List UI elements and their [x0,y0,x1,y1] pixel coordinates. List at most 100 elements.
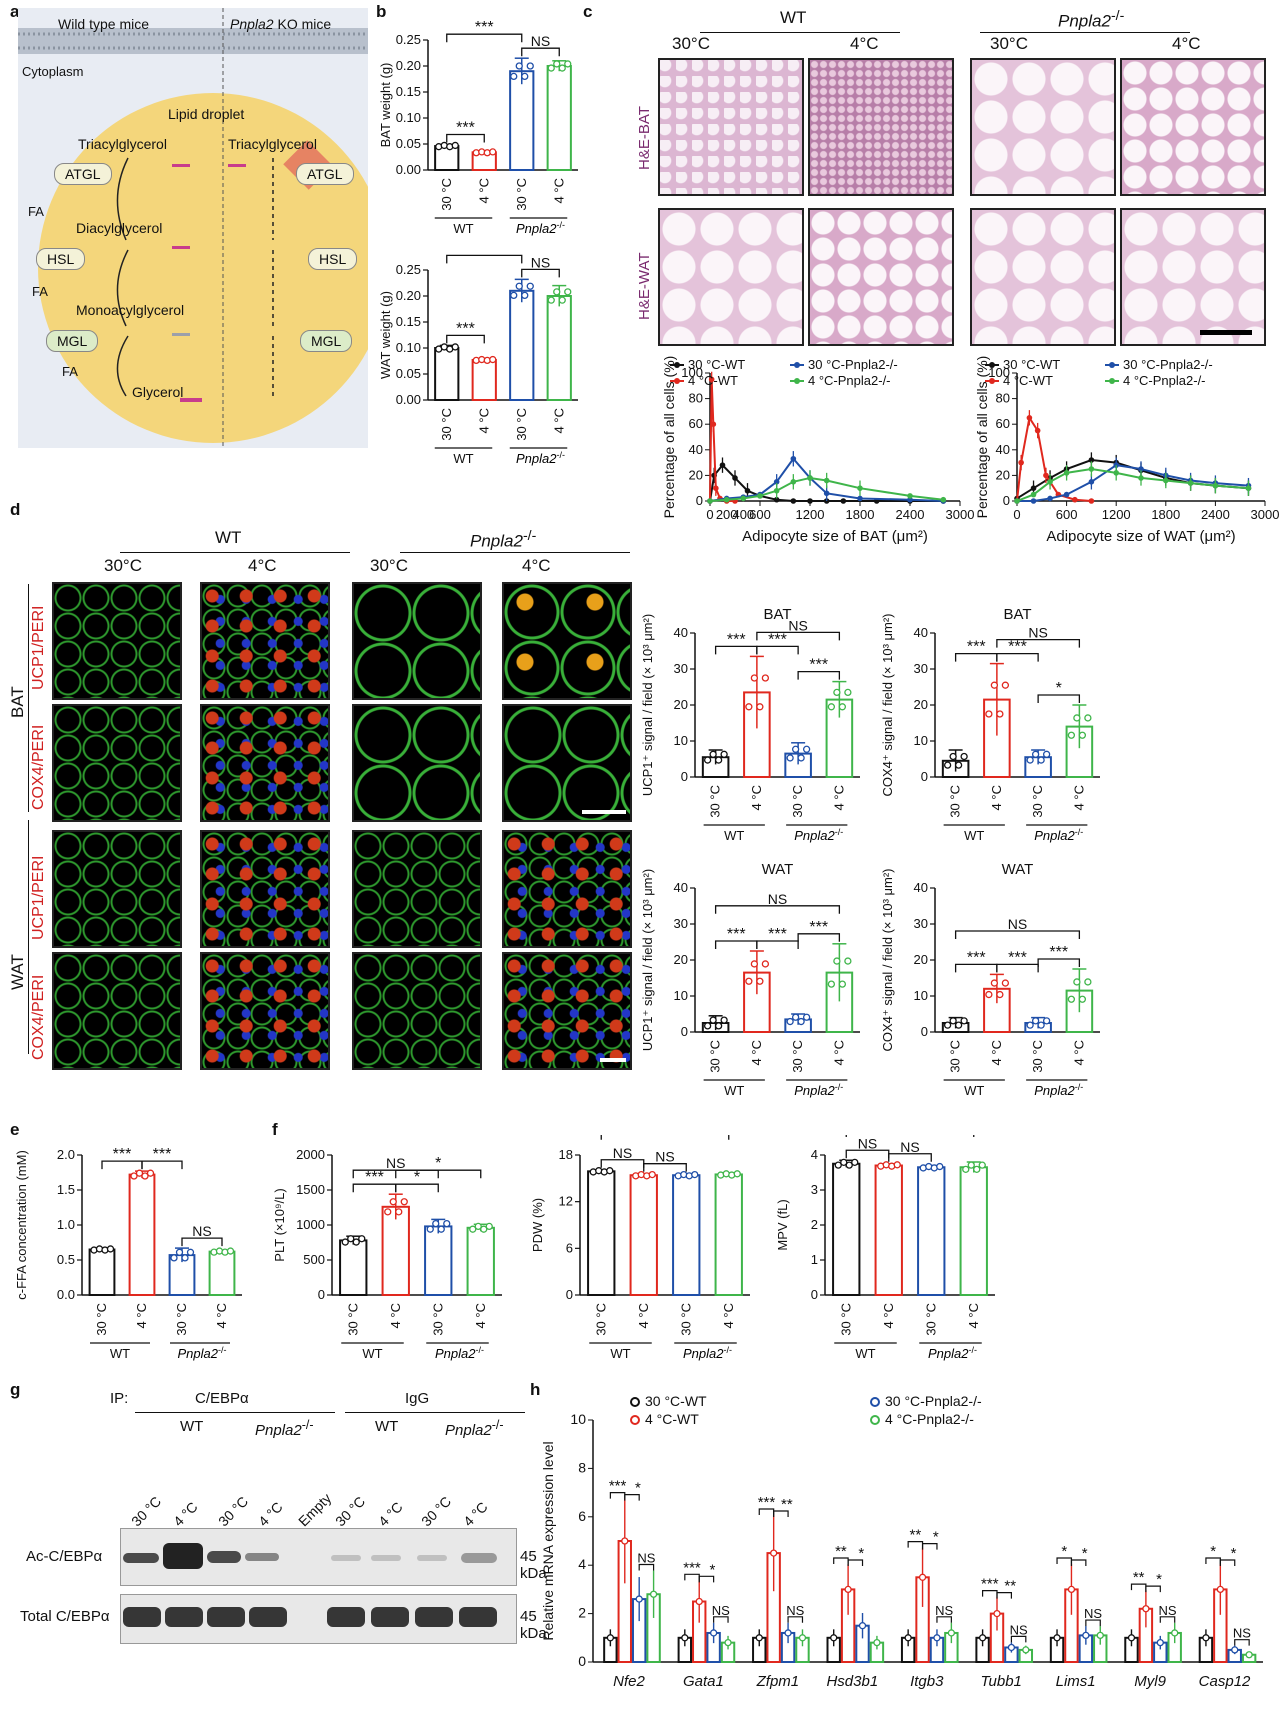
data-point [745,977,753,985]
group-label-wt: WT [855,1346,875,1361]
y-axis-label: Percentage of all cells (%) [661,356,677,519]
y-tick-label: 30 [914,916,928,931]
data-point [833,957,841,965]
y-axis-label: PDW (%) [530,1198,545,1252]
y-tick-label: 0 [696,493,703,508]
bar [381,1205,410,1296]
y-tick-label: 40 [996,442,1010,457]
category-label: Myl9 [1134,1673,1166,1690]
y-tick-label: 18 [559,1147,573,1162]
category-label: Hsd3b1 [826,1673,878,1690]
y-tick-label: 100 [681,365,703,380]
c-t4-wt: 4°C [850,34,879,53]
y-tick-label: 0.25 [396,262,421,277]
x-tick-label: 600 [1056,507,1078,522]
data-point [1031,750,1040,758]
panel-letter-h: h [530,1380,541,1399]
panel-d-header: WT Pnpla2-/- 30°C 4°C 30°C 4°C [60,528,640,600]
y-tick-label: 40 [674,625,688,640]
sig-label: NS [1233,1626,1251,1641]
chart-title: BAT [1003,606,1031,623]
data-point [437,1225,445,1233]
x-tick-label-minor: 400 [732,507,754,522]
x-tick-label: 30 °C [708,1040,723,1073]
c-ko-label: Pnpla2-/- [1058,8,1125,31]
d-ko-label: Pnpla2-/- [470,528,537,551]
y-tick-label: 0 [921,769,928,784]
sig-label: NS [858,1135,877,1151]
y-tick-label: 0.20 [396,58,421,73]
data-point [553,60,561,68]
y-tick-label: 2 [811,1217,818,1232]
sig-label: *** [967,639,986,656]
data-point [558,296,566,304]
data-point [893,1161,901,1169]
data-point [489,148,497,156]
x-tick-label: 30 °C [790,785,805,818]
group-label-ko: Pnpla2-/- [516,450,565,466]
data-point [175,1248,184,1256]
x-tick-label: 4 °C [476,178,491,203]
sig-label: *** [727,631,746,648]
x-tick-label: 4 °C [881,1303,896,1328]
he-wat-ko-4 [1120,208,1266,346]
data-point [1202,1634,1210,1642]
data-point [352,1238,360,1246]
legend-entry: 30 °C-WT [645,1393,707,1409]
legend-dot [989,378,995,384]
data-point [1078,731,1087,739]
data-point [547,296,555,304]
sig-label: *** [683,1559,701,1576]
bar [546,65,572,171]
if-bat-ucp1-ko30 [352,582,482,700]
data-point [1037,1021,1045,1029]
sig-label: * [710,1561,716,1578]
group-label-ko: Pnpla2-/- [683,1345,732,1361]
group-label-ko: Pnpla2-/- [516,220,565,236]
c-wt-label: WT [780,8,807,27]
series-line [1016,415,1092,502]
sig-label: NS [386,1155,405,1171]
data-point [451,141,459,150]
y-axis-label: COX4⁺ signal / field (× 10³ μm²) [880,868,895,1051]
y-tick-label: 0.00 [396,162,421,177]
data-point [226,1247,235,1255]
data-point [703,756,712,764]
y-tick-label: 30 [914,661,928,676]
sig-bracket [996,1592,1013,1599]
legend-entry: 4 °C-WT [688,373,738,388]
lane-label: 30 °C [418,1493,455,1530]
group-label-ko: Pnpla2-/- [1034,1082,1083,1098]
x-tick-label: 30 °C [514,178,529,211]
d-row1-label: UCP1/PERI [30,605,47,690]
sig-bracket [1010,1635,1027,1643]
category-label: Zfpm1 [756,1673,800,1690]
y-tick-label: 2000 [296,1147,325,1162]
y-tick-label: 10 [674,988,688,1003]
data-point [451,343,459,351]
series-point [773,496,780,503]
series-point [907,496,913,503]
bar [509,289,535,401]
x-tick-label: 30 °C [790,1040,805,1073]
legend-dot [794,362,800,368]
y-tick-label: 6 [566,1240,573,1255]
data-point [791,1013,800,1021]
x-tick-label: 1800 [1151,507,1180,522]
data-point [798,1634,807,1642]
data-point [510,291,518,300]
sig-label: NS [655,1149,674,1165]
panel-letter-d: d [10,500,21,519]
data-point [510,72,518,81]
legend-dot [1109,362,1115,368]
if-wat-cox4-wt4 [200,952,330,1070]
y-tick-label: 0 [578,1653,586,1669]
sig-label: *** [809,919,828,936]
if-wat-ucp1-wt4 [200,830,330,948]
sig-label: *** [609,1478,627,1495]
mgl-enzyme-left: MGL [46,330,99,352]
sig-bracket [713,1616,729,1623]
panel-letter-c: c [583,2,593,21]
series-point [1030,498,1037,504]
y-tick-label: 40 [914,880,928,895]
